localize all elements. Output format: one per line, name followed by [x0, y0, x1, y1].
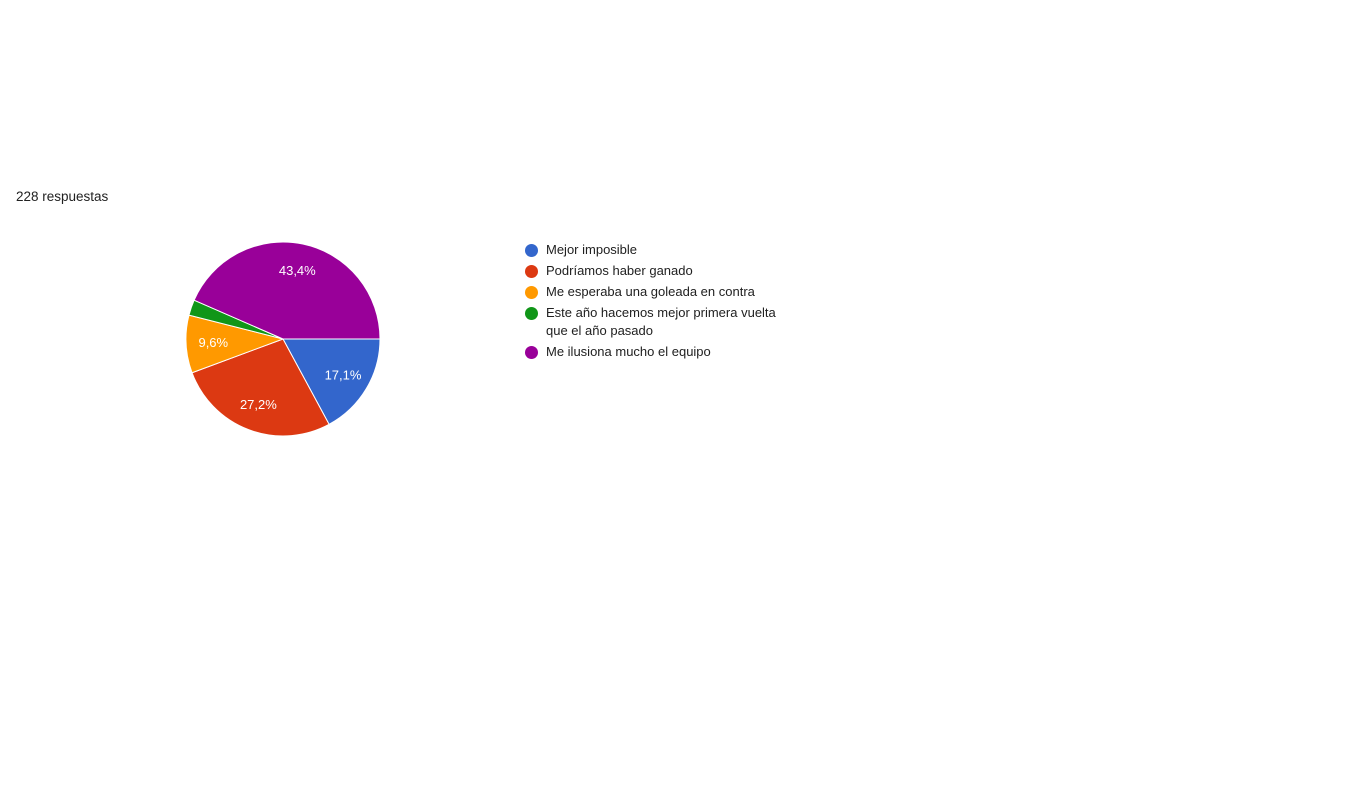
- legend-item-0: Mejor imposible: [525, 241, 785, 259]
- pie-chart-svg: 17,1% 27,2% 9,6% 43,4%: [185, 241, 381, 437]
- pie-slice-4[interactable]: [193, 241, 381, 340]
- legend-swatch-icon: [525, 285, 538, 299]
- pie-chart: 17,1% 27,2% 9,6% 43,4%: [181, 237, 385, 441]
- legend-swatch-icon: [525, 264, 538, 278]
- pie-slice-1[interactable]: [191, 338, 330, 437]
- legend-swatch-icon: [525, 306, 538, 320]
- legend-item-4: Me ilusiona mucho el equipo: [525, 343, 785, 361]
- legend-label: Me ilusiona mucho el equipo: [546, 344, 711, 359]
- legend-label: Este año hacemos mejor primera vuelta qu…: [546, 305, 776, 338]
- pie-slice-label-0: 17,1%: [325, 367, 362, 382]
- pie-slice-label-2: 9,6%: [198, 335, 228, 350]
- legend-swatch-icon: [525, 345, 538, 359]
- legend-item-2: Me esperaba una goleada en contra: [525, 283, 785, 301]
- response-count: 228 respuestas: [16, 189, 109, 204]
- pie-slice-label-4: 43,4%: [279, 263, 316, 278]
- legend-item-3: Este año hacemos mejor primera vuelta qu…: [525, 304, 785, 340]
- pie-slice-label-1: 27,2%: [240, 397, 277, 412]
- legend-label: Me esperaba una goleada en contra: [546, 284, 755, 299]
- legend-swatch-icon: [525, 243, 538, 257]
- legend-label: Podríamos haber ganado: [546, 263, 693, 278]
- chart-legend: Mejor imposible Podríamos haber ganado Me …: [525, 241, 785, 364]
- legend-label: Mejor imposible: [546, 242, 638, 257]
- legend-item-1: Podríamos haber ganado: [525, 262, 785, 280]
- pie-slice-0[interactable]: [282, 338, 381, 425]
